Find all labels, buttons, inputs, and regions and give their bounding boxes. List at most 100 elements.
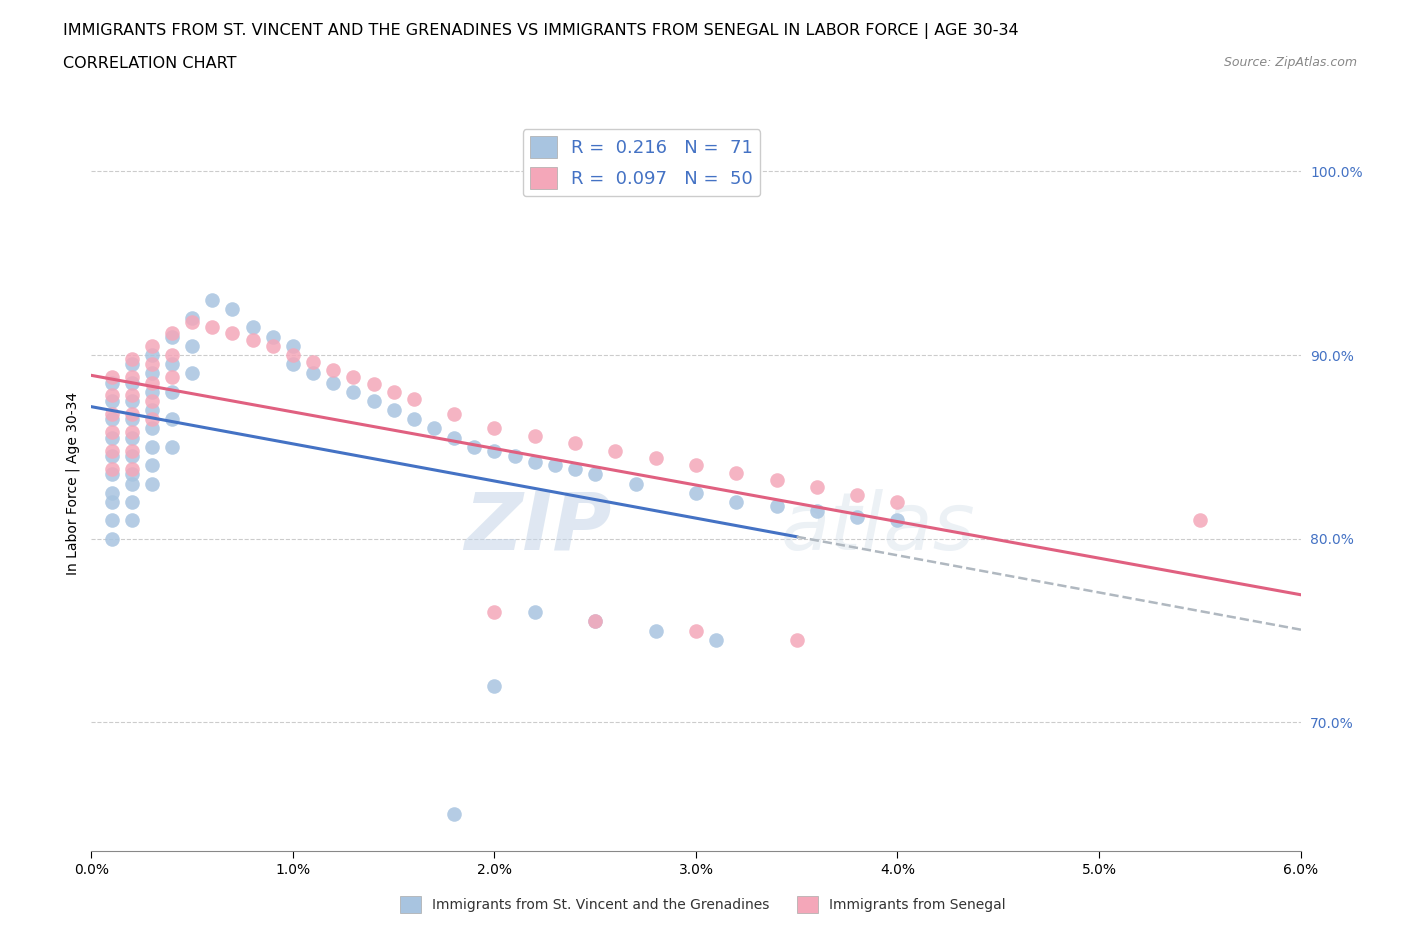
Point bbox=[121, 406, 143, 421]
Point bbox=[100, 406, 122, 421]
Text: ZIP: ZIP bbox=[464, 488, 612, 566]
Text: Source: ZipAtlas.com: Source: ZipAtlas.com bbox=[1223, 56, 1357, 69]
Point bbox=[281, 348, 304, 363]
Point bbox=[121, 425, 143, 440]
Point bbox=[644, 623, 666, 638]
Point bbox=[624, 476, 647, 491]
Point bbox=[443, 431, 465, 445]
Point bbox=[100, 512, 122, 527]
Point bbox=[242, 320, 264, 335]
Point bbox=[160, 326, 183, 340]
Text: CORRELATION CHART: CORRELATION CHART bbox=[63, 56, 236, 71]
Point bbox=[100, 443, 122, 458]
Point bbox=[121, 476, 143, 491]
Point bbox=[322, 363, 344, 378]
Point bbox=[100, 412, 122, 427]
Point bbox=[363, 393, 385, 408]
Point bbox=[221, 301, 243, 316]
Point bbox=[121, 352, 143, 366]
Y-axis label: In Labor Force | Age 30-34: In Labor Force | Age 30-34 bbox=[66, 392, 80, 575]
Point bbox=[141, 458, 163, 472]
Point bbox=[583, 614, 606, 629]
Point bbox=[302, 355, 325, 370]
Point bbox=[786, 632, 808, 647]
Point bbox=[484, 421, 506, 436]
Point bbox=[382, 384, 405, 399]
Point bbox=[443, 806, 465, 822]
Point bbox=[121, 461, 143, 476]
Point bbox=[262, 329, 284, 344]
Point bbox=[160, 439, 183, 454]
Point bbox=[523, 454, 546, 469]
Point bbox=[685, 485, 707, 500]
Point bbox=[121, 412, 143, 427]
Point bbox=[141, 365, 163, 380]
Point bbox=[484, 443, 506, 458]
Point bbox=[160, 384, 183, 399]
Point bbox=[141, 339, 163, 353]
Point bbox=[141, 348, 163, 363]
Point bbox=[806, 480, 828, 495]
Point bbox=[141, 439, 163, 454]
Point bbox=[402, 412, 425, 427]
Point bbox=[121, 369, 143, 384]
Point bbox=[1188, 512, 1211, 527]
Point bbox=[121, 495, 143, 510]
Point bbox=[141, 384, 163, 399]
Point bbox=[100, 369, 122, 384]
Point bbox=[201, 292, 224, 307]
Point bbox=[121, 375, 143, 390]
Point bbox=[765, 472, 787, 487]
Point bbox=[141, 421, 163, 436]
Point bbox=[100, 425, 122, 440]
Legend: R =  0.216   N =  71, R =  0.097   N =  50: R = 0.216 N = 71, R = 0.097 N = 50 bbox=[523, 129, 761, 196]
Point bbox=[121, 388, 143, 403]
Point bbox=[181, 365, 204, 380]
Point bbox=[544, 458, 567, 472]
Point bbox=[160, 329, 183, 344]
Point bbox=[100, 388, 122, 403]
Point bbox=[121, 443, 143, 458]
Point bbox=[564, 461, 586, 476]
Point bbox=[160, 369, 183, 384]
Point bbox=[100, 485, 122, 500]
Point bbox=[725, 465, 748, 480]
Point bbox=[181, 314, 204, 329]
Point bbox=[886, 512, 908, 527]
Point bbox=[221, 326, 243, 340]
Legend: Immigrants from St. Vincent and the Grenadines, Immigrants from Senegal: Immigrants from St. Vincent and the Gren… bbox=[395, 890, 1011, 919]
Point bbox=[262, 339, 284, 353]
Point bbox=[121, 431, 143, 445]
Text: IMMIGRANTS FROM ST. VINCENT AND THE GRENADINES VS IMMIGRANTS FROM SENEGAL IN LAB: IMMIGRANTS FROM ST. VINCENT AND THE GREN… bbox=[63, 23, 1019, 39]
Point bbox=[583, 467, 606, 482]
Point bbox=[583, 614, 606, 629]
Point bbox=[141, 357, 163, 372]
Point bbox=[342, 384, 364, 399]
Point bbox=[121, 448, 143, 463]
Point bbox=[100, 375, 122, 390]
Point bbox=[141, 476, 163, 491]
Point bbox=[100, 495, 122, 510]
Point bbox=[523, 429, 546, 444]
Point bbox=[443, 406, 465, 421]
Point bbox=[886, 495, 908, 510]
Point bbox=[100, 461, 122, 476]
Point bbox=[100, 431, 122, 445]
Point bbox=[121, 512, 143, 527]
Point bbox=[342, 369, 364, 384]
Point bbox=[806, 504, 828, 519]
Point bbox=[523, 604, 546, 619]
Point bbox=[704, 632, 727, 647]
Point bbox=[141, 403, 163, 418]
Point bbox=[141, 375, 163, 390]
Point bbox=[160, 412, 183, 427]
Point bbox=[181, 311, 204, 325]
Point bbox=[644, 450, 666, 465]
Point bbox=[463, 439, 485, 454]
Point bbox=[363, 377, 385, 392]
Point bbox=[685, 458, 707, 472]
Text: atlas: atlas bbox=[780, 488, 976, 566]
Point bbox=[141, 412, 163, 427]
Point bbox=[765, 498, 787, 513]
Point bbox=[503, 448, 526, 463]
